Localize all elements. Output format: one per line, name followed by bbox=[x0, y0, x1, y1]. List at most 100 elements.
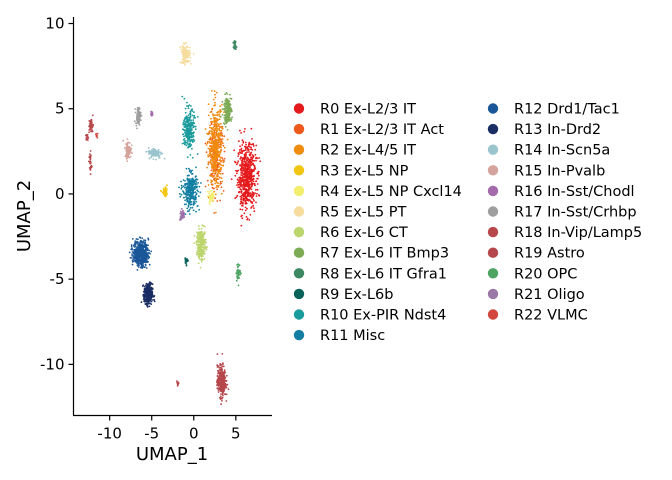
data-point bbox=[257, 177, 259, 180]
data-point bbox=[222, 363, 224, 366]
data-point bbox=[184, 122, 187, 124]
data-point bbox=[249, 187, 252, 189]
data-point bbox=[216, 379, 219, 382]
data-point bbox=[213, 161, 216, 164]
data-point bbox=[234, 197, 237, 200]
data-point bbox=[139, 266, 142, 269]
data-point bbox=[217, 384, 219, 387]
legend-key bbox=[487, 165, 499, 176]
data-point bbox=[146, 293, 149, 296]
data-point bbox=[236, 162, 239, 164]
data-point bbox=[210, 117, 212, 120]
data-point bbox=[227, 99, 230, 102]
data-point bbox=[258, 157, 260, 159]
data-point bbox=[188, 133, 191, 136]
data-point bbox=[237, 153, 240, 156]
data-point bbox=[197, 232, 200, 235]
data-point bbox=[221, 114, 224, 116]
data-point bbox=[89, 153, 91, 156]
data-point bbox=[188, 60, 191, 62]
data-point bbox=[208, 201, 211, 204]
legend-label: R3 Ex-L5 NP bbox=[320, 163, 409, 179]
data-point bbox=[236, 194, 239, 197]
data-point bbox=[178, 193, 181, 195]
data-point bbox=[183, 59, 186, 62]
data-point bbox=[192, 134, 195, 137]
legend-key bbox=[487, 103, 499, 114]
data-point bbox=[246, 151, 249, 154]
data-point bbox=[218, 113, 221, 116]
data-point bbox=[143, 291, 146, 294]
data-point bbox=[207, 147, 210, 150]
data-point bbox=[140, 262, 143, 264]
data-point bbox=[191, 123, 194, 126]
data-point bbox=[210, 166, 213, 168]
data-point bbox=[152, 147, 155, 150]
data-point bbox=[213, 148, 215, 151]
series-5 bbox=[179, 42, 195, 66]
data-point bbox=[215, 120, 217, 123]
data-point bbox=[202, 255, 204, 257]
data-point bbox=[213, 143, 216, 146]
data-point bbox=[148, 282, 151, 285]
data-point bbox=[134, 243, 136, 246]
data-point bbox=[246, 162, 248, 165]
data-point bbox=[219, 387, 222, 390]
data-point bbox=[241, 208, 244, 211]
data-point bbox=[211, 184, 214, 186]
data-point bbox=[187, 123, 190, 126]
data-point bbox=[210, 120, 213, 123]
data-point bbox=[239, 208, 242, 211]
data-point bbox=[194, 128, 197, 131]
data-point bbox=[128, 146, 131, 149]
data-point bbox=[183, 143, 186, 146]
series-3 bbox=[159, 184, 169, 198]
data-point bbox=[245, 202, 248, 205]
data-point bbox=[187, 132, 189, 135]
data-point bbox=[197, 225, 200, 228]
data-point bbox=[240, 198, 242, 200]
data-point bbox=[223, 123, 226, 126]
data-point bbox=[220, 186, 223, 189]
legend-label: R15 In-Pvalb bbox=[514, 163, 605, 179]
data-point bbox=[208, 132, 211, 135]
data-point bbox=[146, 298, 149, 301]
data-point bbox=[240, 200, 243, 203]
data-point bbox=[89, 162, 92, 165]
data-point bbox=[142, 262, 144, 265]
data-point bbox=[89, 167, 92, 170]
data-point bbox=[183, 126, 186, 128]
data-point bbox=[239, 145, 242, 148]
data-point bbox=[215, 143, 217, 145]
data-point bbox=[184, 199, 187, 202]
data-point bbox=[205, 248, 208, 251]
data-point bbox=[243, 130, 246, 133]
data-point bbox=[234, 174, 237, 177]
data-point bbox=[215, 114, 217, 117]
data-point bbox=[220, 168, 222, 171]
data-point bbox=[225, 384, 228, 386]
data-point bbox=[251, 143, 253, 146]
data-point bbox=[241, 164, 243, 167]
data-point bbox=[180, 217, 183, 220]
data-point bbox=[89, 160, 92, 163]
data-point bbox=[187, 180, 190, 183]
data-point bbox=[130, 144, 133, 147]
data-point bbox=[193, 242, 196, 245]
data-point bbox=[188, 143, 191, 146]
data-point bbox=[188, 51, 191, 54]
data-point bbox=[137, 238, 139, 241]
data-point bbox=[206, 141, 209, 143]
data-point bbox=[210, 162, 213, 165]
legend-key bbox=[293, 103, 305, 114]
data-point bbox=[239, 157, 242, 160]
data-point bbox=[187, 114, 190, 117]
data-point bbox=[241, 204, 243, 207]
data-point bbox=[179, 210, 182, 213]
data-point bbox=[153, 153, 156, 156]
legend: R0 Ex-L2/3 IT R1 Ex-L2/3 IT Act R2 Ex-L4/5… bbox=[293, 102, 642, 344]
data-point bbox=[182, 47, 185, 50]
data-point bbox=[235, 169, 237, 172]
data-point bbox=[137, 261, 139, 264]
data-point bbox=[183, 120, 186, 123]
